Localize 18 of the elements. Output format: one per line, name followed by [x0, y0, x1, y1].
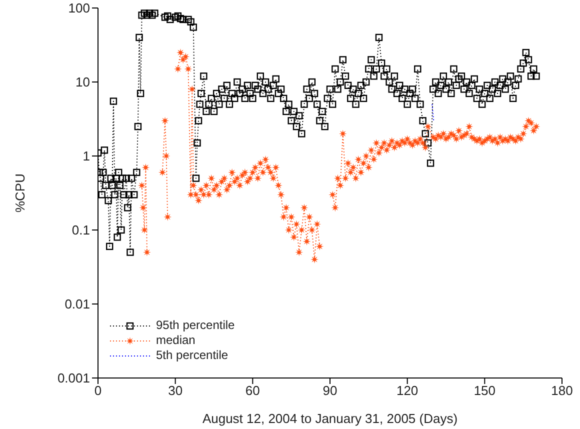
y-axis-title: %CPU [12, 173, 28, 213]
y-tick-label: 10 [76, 74, 90, 90]
legend-label: 5th percentile [156, 348, 228, 363]
y-tick-label: 1 [82, 148, 90, 164]
y-tick-label: 0.01 [64, 296, 90, 312]
x-tick-label: 30 [168, 383, 183, 398]
x-axis-title: August 12, 2004 to January 31, 2005 (Days) [202, 411, 458, 426]
x-tick-label: 90 [322, 383, 338, 398]
legend-label: 95th percentile [156, 318, 235, 333]
y-tick-label: 0.1 [72, 222, 90, 238]
x-tick-label: 150 [474, 383, 496, 398]
legend-label: median [156, 333, 196, 348]
x-tick-label: 120 [396, 383, 418, 398]
x-tick-label: 60 [245, 383, 260, 398]
x-tick-label: 0 [94, 383, 102, 398]
y-tick-label: 100 [68, 0, 90, 16]
y-tick-label: 0.001 [57, 370, 90, 386]
x-tick-label: 180 [551, 383, 573, 398]
